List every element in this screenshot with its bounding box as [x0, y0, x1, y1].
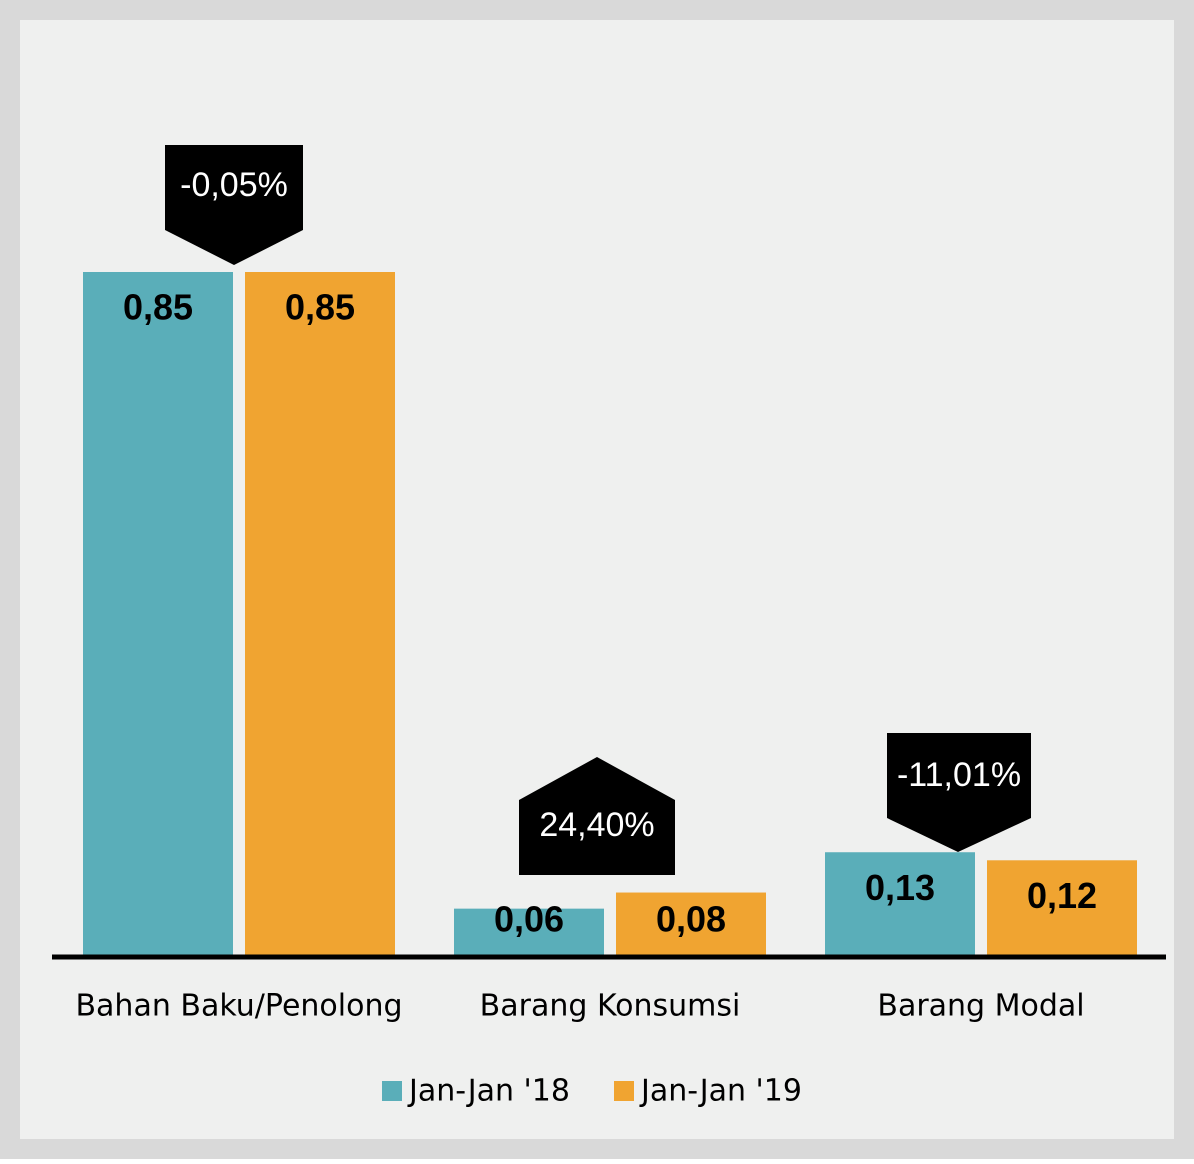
value-label: 0,85 [285, 287, 355, 328]
legend-label: Jan-Jan '19 [639, 1074, 802, 1109]
value-label: 0,08 [656, 899, 726, 940]
value-label: 0,12 [1027, 875, 1097, 916]
bar [245, 272, 395, 957]
x-tick-label: Barang Konsumsi [480, 989, 741, 1024]
annotation: -11,01% [897, 756, 1021, 794]
bar [616, 892, 766, 957]
legend-label: Jan-Jan '18 [407, 1074, 570, 1109]
callout [519, 757, 675, 875]
annotation: 24,40% [539, 806, 654, 844]
bar [83, 272, 233, 957]
value-label: 0,85 [123, 287, 193, 328]
legend-swatch [614, 1081, 634, 1101]
x-tick-label: Barang Modal [877, 989, 1084, 1024]
callout [887, 733, 1031, 852]
bar [454, 908, 604, 957]
value-label: 0,06 [494, 899, 564, 940]
bar [825, 852, 975, 957]
value-label: 0,13 [865, 867, 935, 908]
bar [987, 860, 1137, 957]
callout [165, 145, 303, 265]
annotation: -0,05% [180, 166, 288, 204]
x-tick-label: Bahan Baku/Penolong [75, 989, 402, 1024]
legend-swatch [382, 1081, 402, 1101]
